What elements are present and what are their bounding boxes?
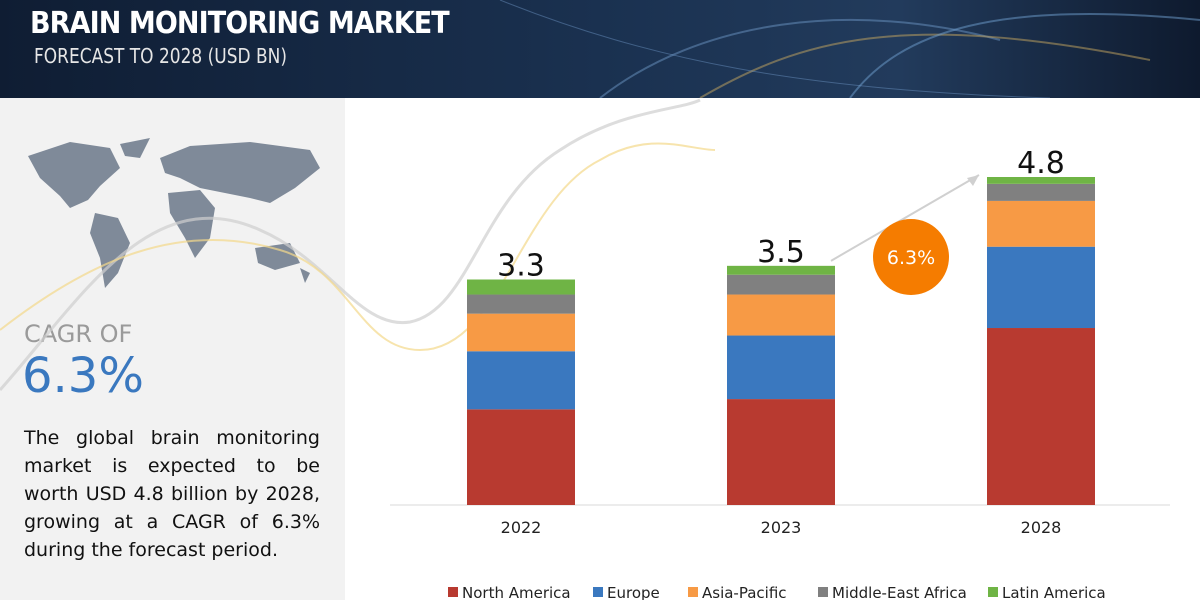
x-tick-label: 2028	[1021, 518, 1062, 537]
legend-label: Europe	[607, 584, 660, 600]
bar-segment	[987, 183, 1095, 201]
side-panel: CAGR OF 6.3% The global brain monitoring…	[0, 98, 345, 600]
bar-segment	[467, 294, 575, 314]
bar-segment	[987, 177, 1095, 184]
bar-segment	[727, 294, 835, 336]
bar-segment	[987, 246, 1095, 329]
legend-swatch	[988, 587, 998, 597]
subtitle: FORECAST TO 2028 (USD BN)	[34, 44, 288, 68]
growth-arrow	[830, 174, 980, 262]
arrow-head	[967, 175, 979, 186]
cagr-bubble-label: 6.3%	[887, 247, 935, 269]
total-label: 3.3	[497, 249, 545, 284]
total-label: 3.5	[757, 235, 805, 270]
bar-segment	[467, 409, 575, 505]
legend-label: North America	[462, 584, 571, 600]
legend-swatch	[448, 587, 458, 597]
world-map	[28, 138, 320, 288]
header: BRAIN MONITORING MARKET FORECAST TO 2028…	[0, 0, 1200, 98]
total-label: 4.8	[1017, 146, 1065, 181]
cagr-value: 6.3%	[22, 348, 144, 404]
x-tick-label: 2022	[501, 518, 542, 537]
bar-segment	[727, 335, 835, 400]
cagr-bubble	[873, 219, 949, 295]
bar-segment	[987, 328, 1095, 505]
legend-label: Latin America	[1002, 584, 1106, 600]
legend-swatch	[688, 587, 698, 597]
header-decoration	[499, 0, 1200, 98]
bar-segment	[727, 274, 835, 295]
summary-text: The global brain monitoring market is ex…	[24, 427, 320, 561]
bar-segment	[467, 313, 575, 352]
decor-swoosh	[0, 142, 716, 352]
x-tick-label: 2023	[761, 518, 802, 537]
bar-segment	[467, 279, 575, 295]
bar-segment	[727, 399, 835, 505]
legend-swatch	[593, 587, 603, 597]
title: BRAIN MONITORING MARKET	[30, 6, 450, 41]
legend-swatch	[818, 587, 828, 597]
legend-label: Middle-East Africa	[832, 584, 967, 600]
bar-segment	[727, 265, 835, 275]
bar-segment	[987, 200, 1095, 247]
cagr-label: CAGR OF	[24, 320, 133, 348]
bar-segment	[467, 351, 575, 410]
legend-label: Asia-Pacific	[702, 584, 787, 600]
decor-swoosh	[0, 98, 701, 391]
